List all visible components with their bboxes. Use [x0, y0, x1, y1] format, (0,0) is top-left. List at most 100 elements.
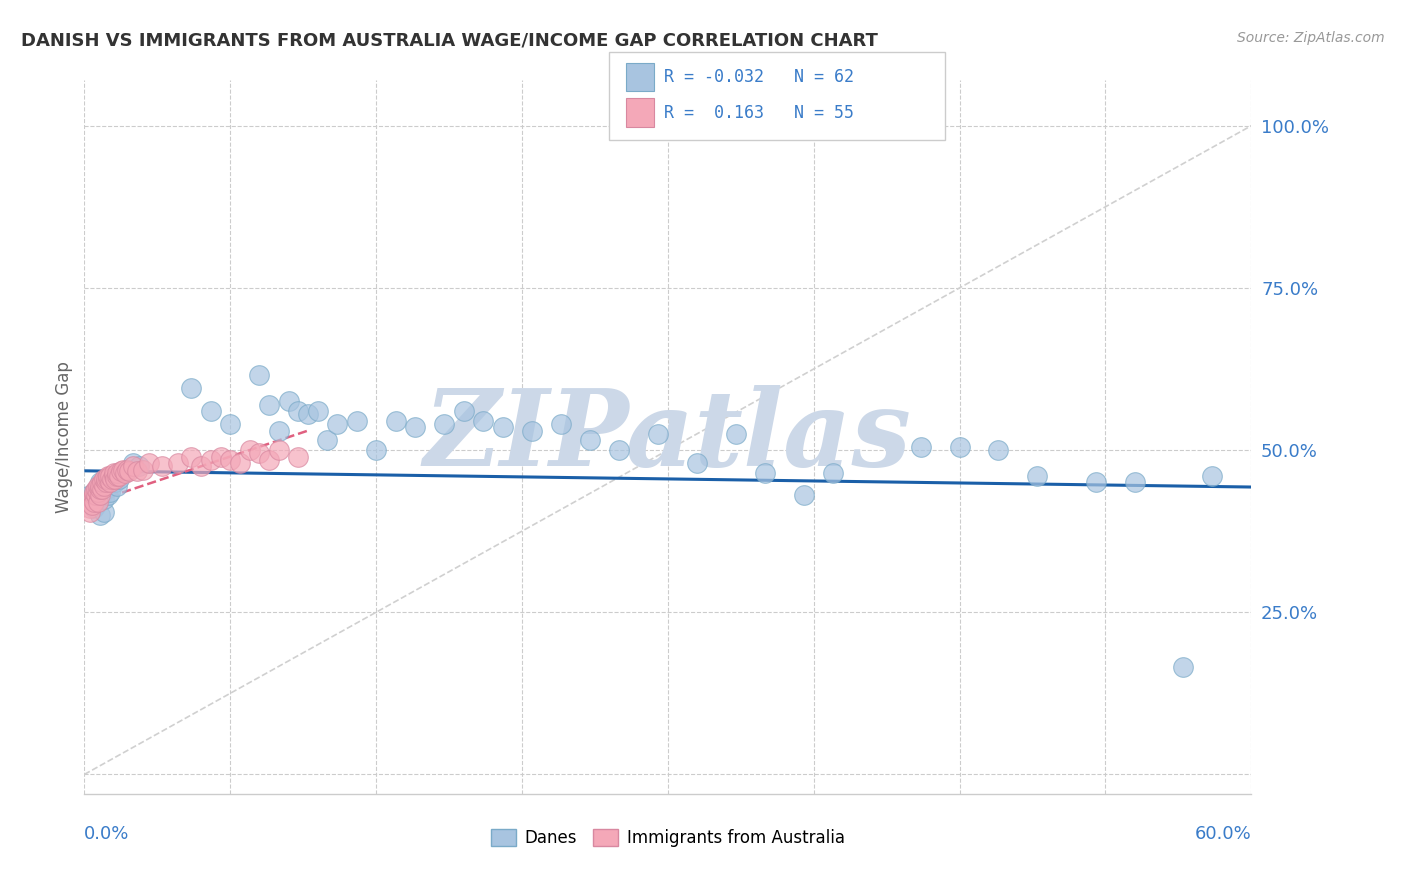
Point — [267, 443, 290, 458]
Point — [647, 426, 669, 441]
Point — [1084, 475, 1107, 490]
Point — [724, 426, 747, 441]
Point — [118, 464, 141, 478]
Point — [94, 475, 117, 490]
Point — [277, 394, 299, 409]
Point — [384, 414, 406, 428]
Point — [180, 381, 202, 395]
Point — [754, 466, 776, 480]
Point — [316, 434, 339, 448]
Point — [550, 417, 572, 431]
Point — [1026, 469, 1049, 483]
Point — [103, 469, 125, 483]
Point — [180, 450, 202, 464]
Point — [114, 466, 136, 480]
Point — [453, 404, 475, 418]
Point — [229, 456, 252, 470]
Point — [89, 508, 111, 522]
Point — [104, 475, 127, 490]
Point — [83, 495, 105, 509]
Point — [190, 459, 212, 474]
Point — [83, 485, 105, 500]
Point — [107, 469, 129, 483]
Point — [108, 469, 131, 483]
Point — [112, 466, 135, 480]
Text: 60.0%: 60.0% — [1195, 825, 1251, 843]
Text: 0.0%: 0.0% — [84, 825, 129, 843]
Point — [97, 472, 120, 486]
Point — [100, 472, 122, 486]
Point — [326, 417, 349, 431]
Point — [82, 495, 104, 509]
Point — [239, 443, 262, 458]
Point — [108, 472, 131, 486]
Point — [103, 466, 125, 480]
Point — [87, 491, 110, 506]
Point — [90, 482, 112, 496]
Text: R =  0.163   N = 55: R = 0.163 N = 55 — [664, 103, 853, 121]
Point — [82, 491, 104, 506]
Point — [138, 456, 160, 470]
Point — [87, 495, 110, 509]
Text: ZIPatlas: ZIPatlas — [425, 385, 911, 489]
Point — [150, 459, 173, 474]
Point — [433, 417, 456, 431]
Point — [89, 488, 111, 502]
Point — [89, 475, 111, 490]
Point — [83, 485, 105, 500]
Point — [200, 452, 222, 467]
Point — [87, 485, 110, 500]
Point — [83, 488, 105, 502]
Point — [491, 420, 513, 434]
Point — [987, 443, 1010, 458]
Point — [346, 414, 368, 428]
Point — [122, 459, 145, 474]
Point — [122, 456, 145, 470]
Point — [98, 475, 121, 490]
Point — [219, 452, 242, 467]
Point — [100, 472, 122, 486]
Y-axis label: Wage/Income Gap: Wage/Income Gap — [55, 361, 73, 513]
Point — [94, 472, 117, 486]
Point — [90, 488, 112, 502]
Point — [93, 472, 115, 486]
Point — [107, 479, 129, 493]
Point — [297, 408, 319, 422]
Legend: Danes, Immigrants from Australia: Danes, Immigrants from Australia — [484, 822, 852, 854]
Point — [793, 488, 815, 502]
Point — [107, 466, 129, 480]
Point — [82, 498, 104, 512]
Point — [686, 456, 709, 470]
Point — [110, 464, 132, 478]
Point — [607, 443, 630, 458]
Point — [249, 368, 271, 383]
Point — [93, 491, 115, 506]
Point — [1201, 469, 1223, 483]
Point — [520, 424, 543, 438]
Point — [366, 443, 388, 458]
Point — [84, 498, 107, 512]
Point — [79, 505, 101, 519]
Point — [1173, 660, 1195, 674]
Point — [97, 488, 120, 502]
Point — [823, 466, 845, 480]
Point — [84, 482, 107, 496]
Point — [104, 472, 127, 486]
Point — [200, 404, 222, 418]
Point — [87, 482, 110, 496]
Point — [267, 424, 290, 438]
Point — [166, 456, 188, 470]
Point — [77, 495, 100, 509]
Point — [910, 440, 932, 454]
Point — [257, 398, 280, 412]
Point — [79, 501, 101, 516]
Point — [307, 404, 329, 418]
Point — [98, 469, 121, 483]
Point — [115, 462, 138, 476]
Point — [79, 488, 101, 502]
Point — [125, 464, 148, 478]
Point — [93, 479, 115, 493]
Point — [287, 404, 309, 418]
Point — [949, 440, 972, 454]
Point — [472, 414, 495, 428]
